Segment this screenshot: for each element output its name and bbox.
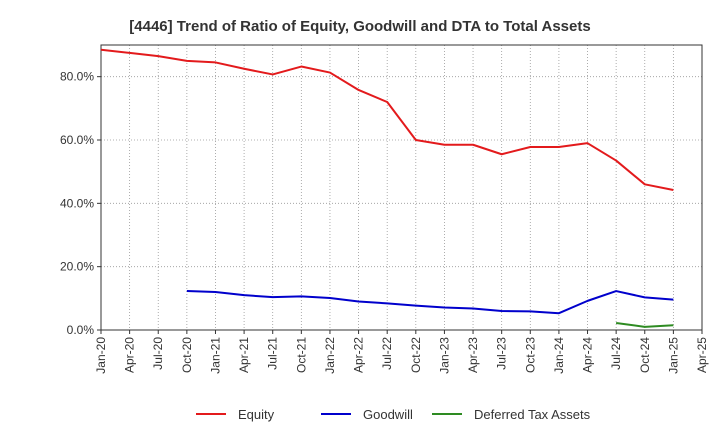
x-tick-label: Oct-20 (180, 337, 194, 373)
x-tick-label: Apr-21 (237, 337, 251, 373)
y-tick-label: 20.0% (60, 260, 94, 274)
x-tick-label: Apr-24 (581, 337, 595, 373)
series-line-deferred-tax-assets (616, 322, 674, 328)
x-tick-label: Apr-25 (695, 337, 709, 373)
x-tick-label: Jul-24 (609, 337, 623, 370)
x-tick-label: Oct-24 (638, 337, 652, 373)
x-tick-label: Oct-21 (294, 337, 308, 373)
plot-frame (100, 44, 703, 331)
x-tick-label: Apr-23 (466, 337, 480, 373)
y-tick-label: 80.0% (60, 70, 94, 84)
legend-label: Goodwill (363, 407, 413, 422)
series-line-equity (100, 48, 674, 192)
y-tick-label: 40.0% (60, 196, 94, 210)
x-tick-label: Jan-20 (94, 337, 108, 374)
legend-label: Equity (238, 407, 275, 422)
x-tick-label: Jan-21 (208, 337, 222, 374)
legend-label: Deferred Tax Assets (474, 407, 591, 422)
x-tick-label: Oct-23 (523, 337, 537, 373)
plot-area: 0.0% 20.0% 40.0% 60.0% 80.0% Jan-20 Apr-20 Jul-… (60, 44, 709, 374)
legend-item-goodwill: Goodwill (321, 407, 413, 422)
legend-item-deferred-tax-assets: Deferred Tax Assets (432, 407, 591, 422)
chart-title: [4446] Trend of Ratio of Equity, Goodwil… (129, 18, 590, 35)
x-tick-label: Jul-22 (380, 337, 394, 370)
x-tick-label: Jan-22 (323, 337, 337, 374)
legend: Equity Goodwill Deferred Tax Assets (196, 407, 591, 422)
series-line-goodwill (186, 290, 674, 315)
legend-item-equity: Equity (196, 407, 275, 422)
x-tick-label: Apr-22 (352, 337, 366, 373)
x-tick-label: Jul-23 (495, 337, 509, 370)
x-tick-label: Jan-23 (437, 337, 451, 374)
x-tick-label: Apr-20 (123, 337, 137, 373)
x-tick-label: Jul-20 (151, 337, 165, 370)
x-tick-label: Oct-22 (409, 337, 423, 373)
x-tick-label: Jan-24 (552, 337, 566, 374)
x-tick-label: Jul-21 (266, 337, 280, 370)
x-tick-label: Jan-25 (666, 337, 680, 374)
y-tick-label: 0.0% (67, 323, 95, 337)
y-tick-label: 60.0% (60, 133, 94, 147)
